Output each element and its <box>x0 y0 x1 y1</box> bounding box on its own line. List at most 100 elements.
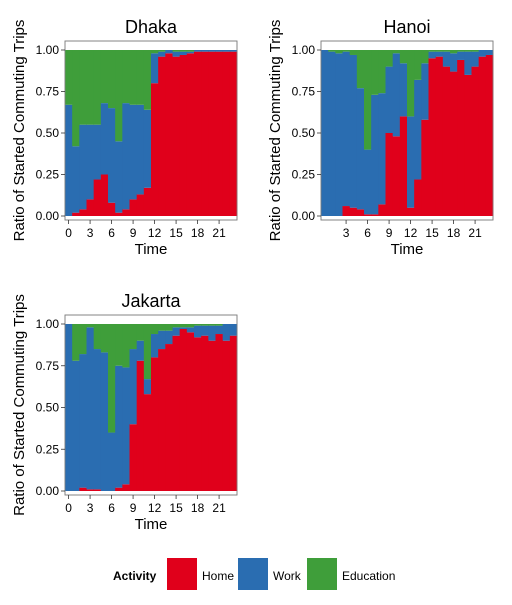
bar-home-19 <box>457 59 465 217</box>
y-tick-label: 1.00 <box>36 43 60 57</box>
y-tick-label: 0.50 <box>292 126 316 140</box>
bar-education-11 <box>143 50 152 110</box>
bar-education-19 <box>201 324 209 326</box>
bar-work-14 <box>421 63 429 120</box>
bar-home-2 <box>79 487 87 491</box>
bar-work-8 <box>378 93 386 205</box>
bar-education-1 <box>72 50 80 147</box>
bar-home-19 <box>201 51 209 216</box>
bar-work-23 <box>229 50 238 52</box>
bar-home-13 <box>158 56 166 216</box>
bar-work-5 <box>100 103 109 175</box>
x-tick-label: 6 <box>108 226 115 240</box>
legend-label-home: Home <box>202 569 234 583</box>
bar-home-17 <box>442 66 451 216</box>
panel-dhaka: 0.00 0.25 0.50 0.75 1.00 0 3 6 9 12 15 18 21 Dhaka Tim… <box>11 17 238 258</box>
y-axis-label: Ratio of Started Commuting Trips <box>11 20 28 242</box>
bar-work-23 <box>229 324 238 336</box>
bar-education-20 <box>208 324 216 326</box>
bar-work-5 <box>356 88 365 210</box>
y-tick-label: 0.25 <box>292 168 316 182</box>
bar-work-4 <box>349 54 358 208</box>
bar-home-1 <box>72 212 80 216</box>
bar-home-13 <box>158 349 166 491</box>
bar-work-21 <box>215 325 224 335</box>
bar-home-5 <box>356 209 365 216</box>
bar-work-20 <box>208 325 216 341</box>
bar-home-22 <box>222 51 231 216</box>
legend-swatch-education <box>307 558 337 590</box>
bar-education-20 <box>464 50 472 52</box>
bar-education-6 <box>108 50 116 109</box>
bar-work-22 <box>478 50 487 57</box>
bar-work-0 <box>65 104 73 216</box>
bar-home-2 <box>79 209 87 216</box>
bar-home-17 <box>186 53 195 216</box>
x-axis-label: Time <box>391 241 424 258</box>
bar-education-1 <box>72 324 80 361</box>
bar-education-2 <box>79 324 87 355</box>
bar-education-16 <box>179 50 188 52</box>
bar-home-9 <box>385 133 394 216</box>
bar-work-20 <box>464 51 472 75</box>
bar-education-3 <box>86 324 95 328</box>
bar-home-4 <box>93 489 102 491</box>
bar-home-13 <box>414 179 422 216</box>
bar-education-2 <box>335 50 343 54</box>
bar-home-4 <box>93 179 102 216</box>
bar-work-2 <box>79 124 87 210</box>
y-tick-label: 0.25 <box>36 442 60 456</box>
y-tick-label: 0.50 <box>36 401 60 415</box>
bar-education-3 <box>342 50 351 52</box>
bar-home-23 <box>229 335 238 491</box>
bar-work-7 <box>115 365 123 488</box>
bar-home-3 <box>86 199 95 216</box>
bar-work-15 <box>172 51 181 57</box>
y-axis-label: Ratio of Started Commuting Trips <box>11 294 28 516</box>
bar-home-18 <box>450 71 458 216</box>
bar-work-8 <box>122 367 130 485</box>
bar-work-15 <box>428 51 437 59</box>
bar-work-11 <box>143 109 152 188</box>
x-axis-label: Time <box>135 516 168 533</box>
bar-work-19 <box>457 51 465 60</box>
x-axis-label: Time <box>135 241 168 258</box>
legend: Activity Home Work Education <box>113 558 395 590</box>
x-tick-label: 9 <box>386 226 393 240</box>
bar-work-12 <box>151 334 159 358</box>
bar-work-1 <box>72 146 80 213</box>
bar-work-3 <box>86 327 95 490</box>
y-tick-label: 1.00 <box>292 43 316 57</box>
bar-home-4 <box>349 207 358 216</box>
bar-home-6 <box>364 214 372 216</box>
legend-swatch-work <box>238 558 268 590</box>
x-tick-label: 9 <box>130 226 137 240</box>
bar-home-15 <box>172 56 181 216</box>
bar-work-4 <box>93 124 102 180</box>
legend-swatch-home <box>167 558 197 590</box>
y-axis-label: Ratio of Started Commuting Trips <box>267 20 284 242</box>
bar-education-19 <box>457 50 465 52</box>
bar-home-8 <box>378 204 386 216</box>
bar-work-10 <box>136 340 145 361</box>
bar-home-14 <box>165 344 173 491</box>
bar-education-5 <box>356 50 365 89</box>
panel-title: Hanoi <box>383 17 430 37</box>
bar-education-8 <box>378 50 386 94</box>
bar-education-7 <box>371 50 379 95</box>
bar-home-10 <box>392 136 401 216</box>
bar-education-6 <box>108 324 116 433</box>
bar-education-15 <box>172 50 181 52</box>
bar-work-9 <box>385 66 394 133</box>
x-tick-label: 0 <box>65 226 72 240</box>
panel-hanoi: 0.00 0.25 0.50 0.75 1.00 3 6 9 12 15 18 21 Hanoi Time… <box>267 17 494 258</box>
bar-home-23 <box>229 51 238 216</box>
bar-work-13 <box>414 79 422 180</box>
bar-home-21 <box>215 334 224 491</box>
bar-work-15 <box>172 327 181 336</box>
bar-home-8 <box>122 484 130 491</box>
bar-education-11 <box>399 50 408 64</box>
y-tick-label: 0.25 <box>36 168 60 182</box>
chart-panels: 0.000.250.500.751.000 3 6 9 12 15 18 21DhakaTim… <box>11 17 494 533</box>
bar-education-1 <box>328 50 336 52</box>
